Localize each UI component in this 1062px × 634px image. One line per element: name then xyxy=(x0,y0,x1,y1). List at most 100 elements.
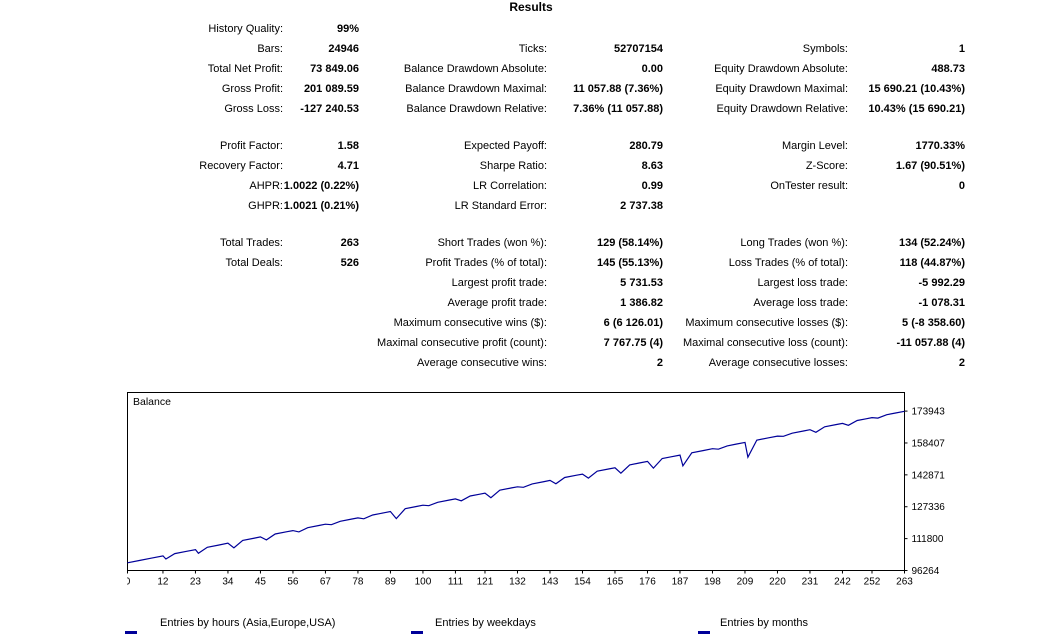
stat-value: 7.36% (11 057.88) xyxy=(573,103,663,115)
stat-value: -11 057.88 (4) xyxy=(896,337,966,349)
stat-value: 15 690.21 (10.43%) xyxy=(868,83,965,95)
stat-value: 1 xyxy=(958,43,965,55)
stat-label xyxy=(0,313,283,333)
stat-label: Ticks: xyxy=(518,43,547,55)
stat-label: GHPR: xyxy=(248,200,283,212)
stat-value: 73 849.06 xyxy=(310,63,359,75)
svg-text:242: 242 xyxy=(834,577,851,588)
stat-value: 263 xyxy=(340,237,359,249)
stat-label: Expected Payoff: xyxy=(464,140,547,152)
stat-label: Balance Drawdown Maximal: xyxy=(405,83,547,95)
stats-spacer xyxy=(0,216,965,233)
stat-label: Average loss trade: xyxy=(753,297,848,309)
stat-label: AHPR: xyxy=(249,180,283,192)
svg-text:0: 0 xyxy=(127,577,131,588)
stat-value: 10.43% (15 690.21) xyxy=(868,103,965,115)
stat-label xyxy=(663,196,848,216)
stat-label: Gross Loss: xyxy=(224,103,283,115)
stat-label: Equity Drawdown Absolute: xyxy=(714,63,848,75)
stat-value: 145 (55.13%) xyxy=(596,257,663,269)
stat-value: 201 089.59 xyxy=(303,83,359,95)
stat-label xyxy=(663,19,848,39)
stat-label: Loss Trades (% of total): xyxy=(728,257,848,269)
stat-value: 52707154 xyxy=(614,43,663,55)
stat-value: 0 xyxy=(958,180,965,192)
stat-value: 280.79 xyxy=(629,140,663,152)
balance-series-label: Balance xyxy=(133,396,171,408)
svg-text:176: 176 xyxy=(639,577,656,588)
svg-text:45: 45 xyxy=(255,577,267,588)
stat-label: History Quality: xyxy=(208,23,283,35)
stat-value xyxy=(848,196,965,216)
svg-text:263: 263 xyxy=(896,577,913,588)
stat-label xyxy=(0,293,283,313)
stat-label: Total Net Profit: xyxy=(207,63,283,75)
svg-text:121: 121 xyxy=(477,577,494,588)
stat-label: Maximum consecutive losses ($): xyxy=(685,317,848,329)
svg-text:89: 89 xyxy=(385,577,397,588)
svg-text:100: 100 xyxy=(415,577,432,588)
svg-text:34: 34 xyxy=(222,577,234,588)
svg-text:165: 165 xyxy=(607,577,624,588)
svg-text:187: 187 xyxy=(672,577,689,588)
stat-value xyxy=(283,293,359,313)
stat-label xyxy=(0,273,283,293)
stat-label: LR Correlation: xyxy=(473,180,547,192)
section-title-entries-by-weekdays: Entries by weekdays xyxy=(435,617,536,629)
page-title: Results xyxy=(509,0,553,14)
svg-text:173943: 173943 xyxy=(912,407,946,418)
stat-value xyxy=(848,19,965,39)
stat-label: Profit Trades (% of total): xyxy=(425,257,547,269)
stat-value: 24946 xyxy=(328,43,359,55)
stat-label: Short Trades (won %): xyxy=(437,237,547,249)
section-title-entries-by-months: Entries by months xyxy=(720,617,809,629)
stat-label: Z-Score: xyxy=(805,160,848,172)
stat-label: Balance Drawdown Absolute: xyxy=(403,63,547,75)
stat-value: 11 057.88 (7.36%) xyxy=(573,83,663,95)
stat-value: 526 xyxy=(340,257,359,269)
stat-value: 0.99 xyxy=(641,180,663,192)
stat-value: 8.63 xyxy=(641,160,663,172)
balance-chart: 96264 111800 127336 142871 158407 173943 0 12 23… xyxy=(125,390,967,595)
svg-text:252: 252 xyxy=(864,577,881,588)
stat-value: 118 (44.87%) xyxy=(899,257,965,269)
stat-label: Largest profit trade: xyxy=(451,277,547,289)
stat-label: Symbols: xyxy=(802,43,848,55)
stat-value: 488.73 xyxy=(931,63,965,75)
stat-label: Average consecutive wins: xyxy=(416,357,547,369)
cutoff-chart-sliver xyxy=(125,631,137,634)
stat-label: Largest loss trade: xyxy=(757,277,849,289)
stat-label: Maximal consecutive profit (count): xyxy=(377,337,547,349)
stat-value: -127 240.53 xyxy=(300,103,359,115)
stat-label: Maximum consecutive wins ($): xyxy=(393,317,547,329)
svg-text:154: 154 xyxy=(574,577,591,588)
stat-value: 1.67 (90.51%) xyxy=(895,160,965,172)
stat-value: 5 (-8 358.60) xyxy=(902,317,965,329)
stat-label xyxy=(0,353,283,373)
svg-text:56: 56 xyxy=(287,577,299,588)
stat-value: 0.00 xyxy=(641,63,663,75)
stat-label: Maximal consecutive loss (count): xyxy=(682,337,848,349)
stat-value: -1 078.31 xyxy=(918,297,965,309)
stat-value: 1.0021 (0.21%) xyxy=(283,200,359,212)
cutoff-chart-sliver xyxy=(698,631,710,634)
stat-value: 6 (6 126.01) xyxy=(603,317,663,329)
balance-chart-svg: 96264 111800 127336 142871 158407 173943 0 12 23… xyxy=(125,392,946,588)
stat-label: Margin Level: xyxy=(781,140,848,152)
stat-value xyxy=(547,19,663,39)
stat-label xyxy=(0,333,283,353)
stat-label: Average consecutive losses: xyxy=(708,357,848,369)
stat-value xyxy=(283,313,359,333)
stat-value: 7 767.75 (4) xyxy=(603,337,663,349)
section-title-entries-by-hours: Entries by hours (Asia,Europe,USA) xyxy=(160,617,336,629)
stat-value xyxy=(283,333,359,353)
svg-text:132: 132 xyxy=(509,577,526,588)
stat-value: 134 (52.24%) xyxy=(898,237,965,249)
stat-value: 4.71 xyxy=(337,160,359,172)
svg-text:142871: 142871 xyxy=(912,470,946,481)
svg-text:78: 78 xyxy=(352,577,364,588)
stat-value: 1.0022 (0.22%) xyxy=(283,180,359,192)
stat-value: 129 (58.14%) xyxy=(596,237,663,249)
svg-text:111: 111 xyxy=(448,577,464,588)
stat-label: Balance Drawdown Relative: xyxy=(406,103,547,115)
